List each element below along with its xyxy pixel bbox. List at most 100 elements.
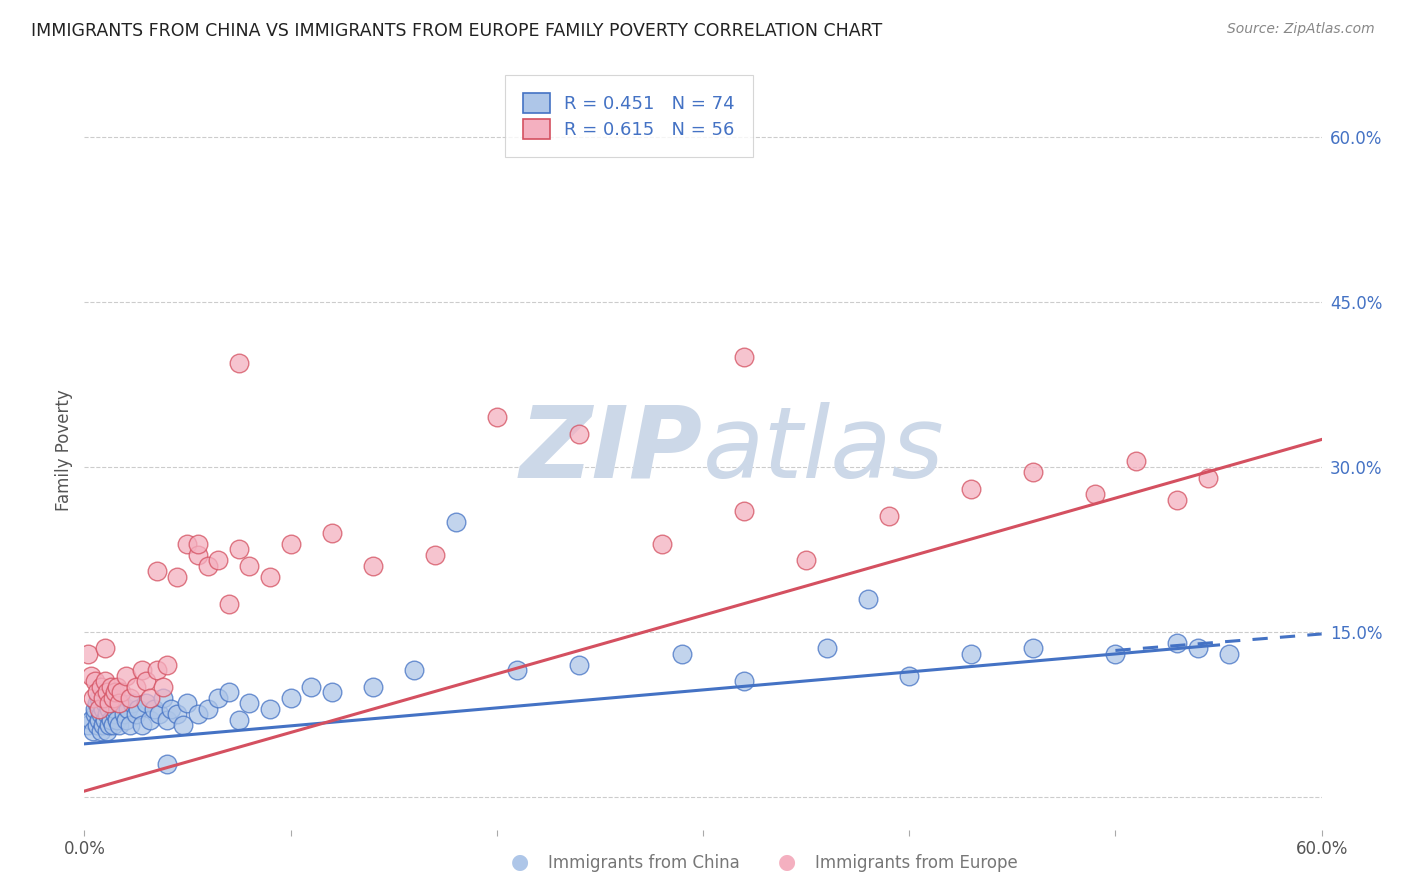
Point <box>404 663 426 677</box>
Point <box>187 548 209 562</box>
Point <box>228 713 250 727</box>
Point <box>299 680 322 694</box>
Text: IMMIGRANTS FROM CHINA VS IMMIGRANTS FROM EUROPE FAMILY POVERTY CORRELATION CHART: IMMIGRANTS FROM CHINA VS IMMIGRANTS FROM… <box>31 22 882 40</box>
Point <box>1187 641 1209 656</box>
Point <box>110 696 132 710</box>
Point <box>1125 454 1147 468</box>
Point <box>94 674 117 689</box>
Point <box>82 690 104 705</box>
Point <box>898 669 921 683</box>
Point <box>156 756 179 771</box>
Point <box>444 515 467 529</box>
Point <box>104 685 127 699</box>
Point <box>259 701 281 715</box>
Point <box>108 718 131 732</box>
Point <box>135 674 157 689</box>
Point <box>82 723 104 738</box>
Point <box>172 718 194 732</box>
Point <box>960 647 983 661</box>
Point <box>321 685 343 699</box>
Point <box>131 663 153 677</box>
Point <box>506 663 529 677</box>
Point <box>148 707 170 722</box>
Point <box>100 680 122 694</box>
Text: atlas: atlas <box>703 402 945 499</box>
Point <box>86 718 108 732</box>
Point <box>176 696 198 710</box>
Point <box>98 718 121 732</box>
Point <box>218 597 240 611</box>
Point <box>651 537 673 551</box>
Point <box>160 701 183 715</box>
Point <box>94 696 117 710</box>
Point <box>145 565 167 579</box>
Point <box>1218 647 1240 661</box>
Point <box>1022 641 1045 656</box>
Point <box>96 685 118 699</box>
Point <box>176 537 198 551</box>
Point <box>733 350 755 364</box>
Point <box>83 674 105 689</box>
Point <box>90 707 112 722</box>
Point <box>118 718 141 732</box>
Point <box>135 696 157 710</box>
Point <box>228 355 250 369</box>
Point <box>98 701 121 715</box>
Point <box>280 690 302 705</box>
Point <box>207 690 229 705</box>
Point <box>105 680 128 694</box>
Point <box>125 680 148 694</box>
Point <box>197 701 219 715</box>
Point <box>100 696 122 710</box>
Point <box>156 713 179 727</box>
Point <box>143 701 166 715</box>
Point <box>671 647 693 661</box>
Point <box>152 690 174 705</box>
Text: Immigrants from Europe: Immigrants from Europe <box>815 855 1018 872</box>
Point <box>568 657 591 672</box>
Point <box>877 509 900 524</box>
Point <box>733 504 755 518</box>
Point <box>139 690 162 705</box>
Point <box>108 696 131 710</box>
Point <box>166 570 188 584</box>
Point <box>1197 471 1219 485</box>
Y-axis label: Family Poverty: Family Poverty <box>55 390 73 511</box>
Point <box>485 410 508 425</box>
Point <box>166 707 188 722</box>
Point <box>131 718 153 732</box>
Point <box>361 558 384 573</box>
Point <box>98 696 121 710</box>
Point <box>87 701 110 715</box>
Point <box>856 591 879 606</box>
Point <box>77 647 100 661</box>
Point <box>110 685 132 699</box>
Legend: R = 0.451   N = 74, R = 0.615   N = 56: R = 0.451 N = 74, R = 0.615 N = 56 <box>510 80 748 152</box>
Point <box>321 525 343 540</box>
Point <box>1104 647 1126 661</box>
Point <box>83 707 105 722</box>
Point <box>127 701 149 715</box>
Point <box>156 657 179 672</box>
Point <box>1166 636 1188 650</box>
Point <box>96 707 118 722</box>
Text: ●: ● <box>779 853 796 872</box>
Point <box>94 685 117 699</box>
Point <box>103 690 125 705</box>
Text: ZIP: ZIP <box>520 402 703 499</box>
Point <box>90 680 112 694</box>
Point <box>79 713 101 727</box>
Point <box>1084 487 1107 501</box>
Point <box>112 707 135 722</box>
Point <box>815 641 838 656</box>
Point <box>228 542 250 557</box>
Point <box>207 553 229 567</box>
Point <box>91 718 114 732</box>
Point <box>118 690 141 705</box>
Point <box>105 713 128 727</box>
Point <box>86 696 108 710</box>
Point <box>197 558 219 573</box>
Point <box>238 558 260 573</box>
Point <box>103 690 125 705</box>
Point <box>114 713 136 727</box>
